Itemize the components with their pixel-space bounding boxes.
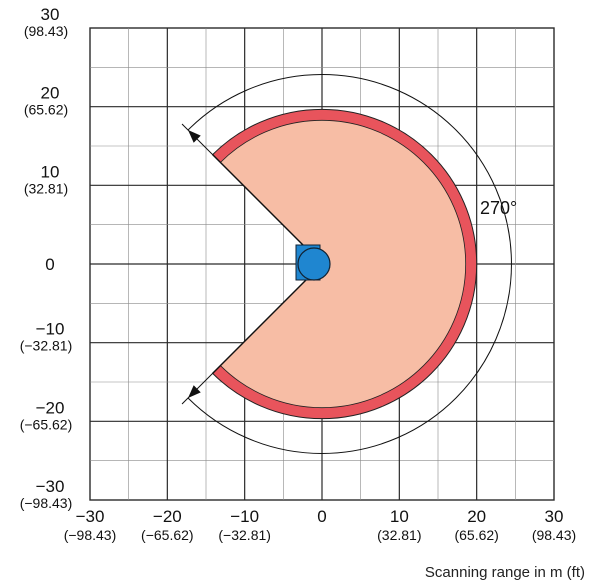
x-tick-sublabel: (98.43) bbox=[532, 527, 576, 543]
angle-arc bbox=[187, 74, 512, 454]
y-tick-sublabel: (−98.43) bbox=[20, 495, 73, 511]
x-tick-label: 0 bbox=[317, 507, 326, 526]
field-edge-lower bbox=[212, 263, 323, 374]
y-tick-label: 0 bbox=[45, 255, 54, 274]
y-tick-sublabel: (65.62) bbox=[24, 102, 68, 118]
x-tick-sublabel: (−98.43) bbox=[64, 527, 117, 543]
x-tick-label: −20 bbox=[153, 507, 182, 526]
y-tick-label: −20 bbox=[36, 398, 65, 417]
y-tick-label: 20 bbox=[41, 84, 60, 103]
y-tick-label: 30 bbox=[41, 5, 60, 24]
arrowhead bbox=[188, 130, 201, 143]
scan-field-inner bbox=[219, 119, 467, 409]
y-tick-label: −10 bbox=[36, 320, 65, 339]
scan-field bbox=[211, 108, 478, 420]
y-tick-label: 10 bbox=[41, 162, 60, 181]
x-tick-label: 20 bbox=[467, 507, 486, 526]
x-tick-label: 10 bbox=[390, 507, 409, 526]
y-tick-sublabel: (−32.81) bbox=[20, 338, 73, 354]
x-tick-label: −30 bbox=[76, 507, 105, 526]
axis-ticks: −30(−98.43)−20(−65.62)−10(−32.81)0 10(32.… bbox=[20, 5, 576, 543]
extension-line-lower bbox=[181, 373, 213, 405]
sensor-head bbox=[297, 247, 331, 281]
x-axis-title: Scanning range in m (ft) bbox=[425, 564, 585, 581]
x-tick-sublabel: (32.81) bbox=[377, 527, 421, 543]
y-tick-sublabel: (98.43) bbox=[24, 23, 68, 39]
y-tick-label: −30 bbox=[36, 477, 65, 496]
arrowhead bbox=[188, 385, 201, 398]
y-tick-sublabel: (−65.62) bbox=[20, 416, 73, 432]
angle-indicator bbox=[181, 74, 512, 454]
extension-line-upper bbox=[181, 123, 213, 155]
sensor-icon bbox=[295, 244, 331, 281]
angle-label: 270° bbox=[480, 198, 517, 218]
x-tick-label: 30 bbox=[545, 507, 564, 526]
x-tick-label: −10 bbox=[230, 507, 259, 526]
x-tick-sublabel: (−65.62) bbox=[141, 527, 194, 543]
y-tick-sublabel: (32.81) bbox=[24, 180, 68, 196]
x-tick-sublabel: (65.62) bbox=[454, 527, 498, 543]
x-tick-sublabel: (−32.81) bbox=[218, 527, 271, 543]
